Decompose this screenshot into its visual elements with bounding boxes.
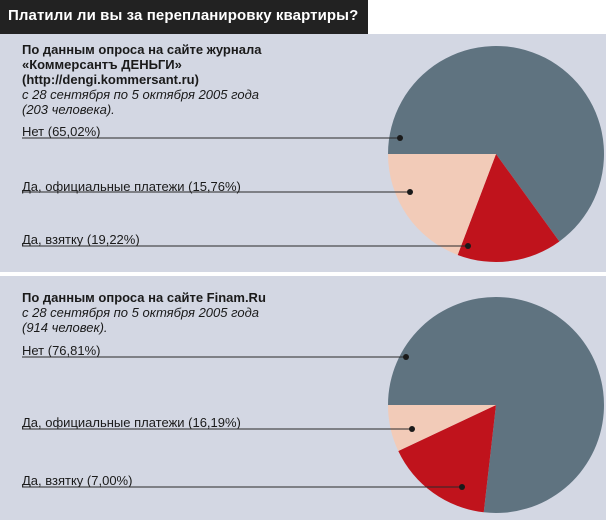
slice-label-bribe: Да, взятку (19,22%) xyxy=(22,232,140,247)
divider xyxy=(0,272,606,276)
pie-chart-finam xyxy=(22,297,605,513)
pie-slice-no xyxy=(388,297,605,513)
leader-dot-bribe xyxy=(459,484,465,490)
slice-label-no: Нет (65,02%) xyxy=(22,124,101,139)
slice-label-official: Да, официальные платежи (16,19%) xyxy=(22,415,241,430)
leader-dot-official xyxy=(407,189,413,195)
pie-slice-official xyxy=(457,154,560,262)
leader-dot-no xyxy=(397,135,403,141)
survey-panel-finam: По данным опроса на сайте Finam.Ru с 28 … xyxy=(0,276,606,520)
page-title: Платили ли вы за перепланировку квартиры… xyxy=(8,7,359,24)
header: Платили ли вы за перепланировку квартиры… xyxy=(0,0,606,34)
slice-label-official: Да, официальные платежи (15,76%) xyxy=(22,179,241,194)
slice-label-no: Нет (76,81%) xyxy=(22,343,101,358)
pie-slice-bribe xyxy=(388,154,496,255)
leader-dot-bribe xyxy=(465,243,471,249)
leader-dot-official xyxy=(409,426,415,432)
pie-slice-official xyxy=(398,405,496,513)
source-line-3: (http://dengi.kommersant.ru) xyxy=(22,72,199,87)
title-bar: Платили ли вы за перепланировку квартиры… xyxy=(0,0,368,34)
source-line-2: «Коммерсантъ ДЕНЬГИ» xyxy=(22,57,182,72)
survey-sample: (203 человека). xyxy=(22,102,115,117)
survey-period: с 28 сентября по 5 октября 2005 года xyxy=(22,305,260,320)
slice-label-bribe: Да, взятку (7,00%) xyxy=(22,473,133,488)
source-line-1: По данным опроса на сайте журнала xyxy=(22,42,262,57)
source-line-1: По данным опроса на сайте Finam.Ru xyxy=(22,290,266,305)
leader-dot-no xyxy=(403,354,409,360)
survey-sample: (914 человек). xyxy=(22,320,108,335)
survey-period: с 28 сентября по 5 октября 2005 года xyxy=(22,87,260,102)
survey-panel-kommersant: По данным опроса на сайте журнала «Комме… xyxy=(0,34,606,272)
pie-slice-bribe xyxy=(388,405,496,451)
pie-slice-no xyxy=(388,45,604,242)
pie-chart-kommersant xyxy=(22,45,604,262)
